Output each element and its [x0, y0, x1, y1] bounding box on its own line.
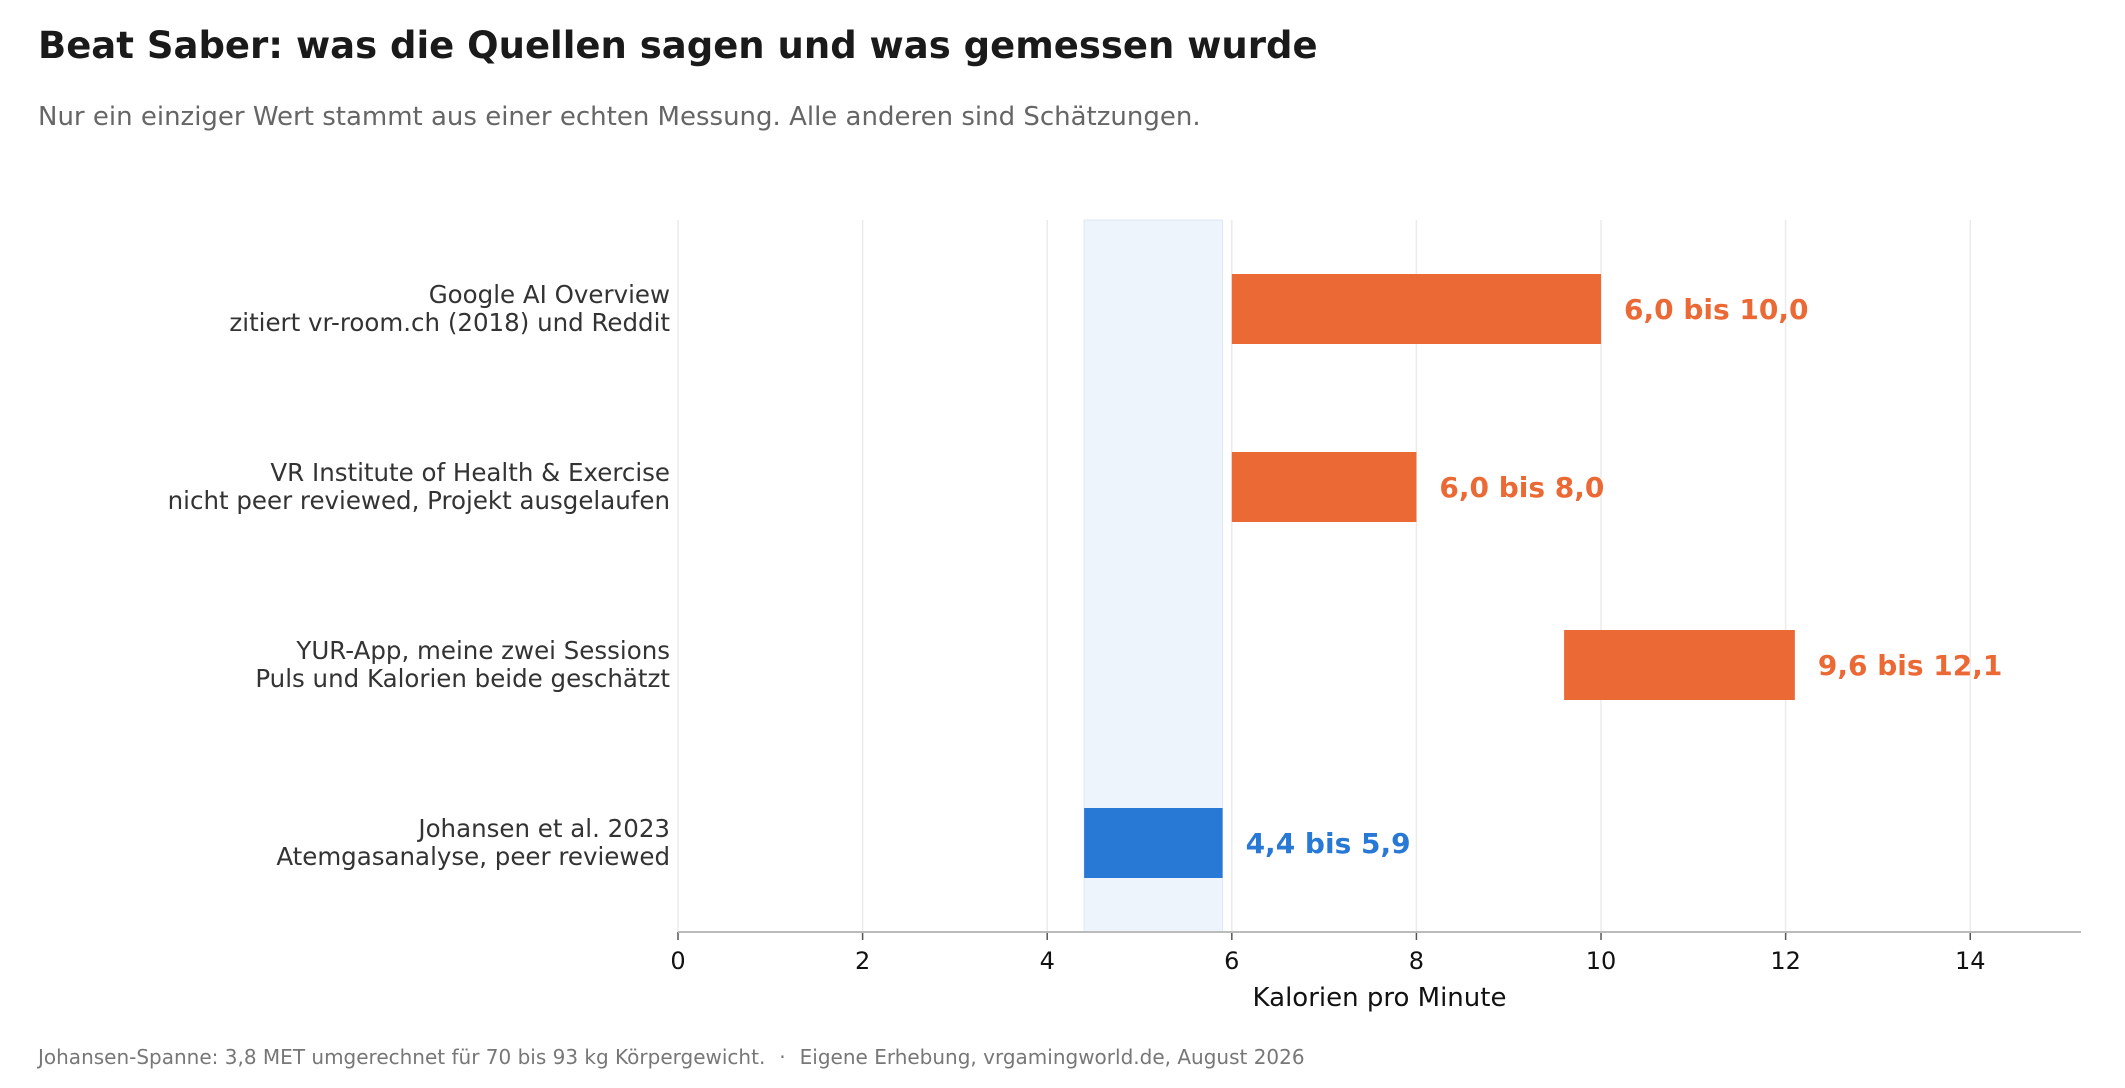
category-label-2-line2: nicht peer reviewed, Projekt ausgelaufen: [168, 486, 670, 515]
x-tick-label-10: 10: [1586, 947, 1617, 975]
range-bar-chart: 0 2 4 6 8 10 12 14 Kalorien pro Minute 6,0 bis 10…: [168, 219, 2081, 1013]
category-label-4-line1: Johansen et al. 2023: [416, 814, 670, 843]
footnote-method: Johansen-Spanne: 3,8 MET umgerechnet für…: [38, 1045, 766, 1069]
category-label-3-line2: Puls und Kalorien beide geschätzt: [255, 664, 670, 693]
value-label-1: 6,0 bis 10,0: [1624, 293, 1809, 326]
x-tick-label-14: 14: [1955, 947, 1986, 975]
value-label-4: 4,4 bis 5,9: [1246, 827, 1411, 860]
x-axis-label: Kalorien pro Minute: [1253, 983, 1507, 1013]
category-label-4-line2: Atemgasanalyse, peer reviewed: [276, 842, 670, 871]
category-label-1-line1: Google AI Overview: [429, 280, 670, 309]
x-tick-label-2: 2: [855, 947, 870, 975]
chart-subtitle: Nur ein einziger Wert stammt aus einer e…: [38, 102, 1201, 132]
category-label-1-line2: zitiert vr-room.ch (2018) und Reddit: [229, 308, 670, 337]
x-tick-label-12: 12: [1770, 947, 1801, 975]
x-tick-label-4: 4: [1040, 947, 1055, 975]
footnote-source: Eigene Erhebung, vrgamingworld.de, Augus…: [799, 1045, 1305, 1069]
value-label-3: 9,6 bis 12,1: [1818, 649, 2003, 682]
footnote: Johansen-Spanne: 3,8 MET umgerechnet für…: [38, 1045, 1305, 1069]
x-tick-label-6: 6: [1224, 947, 1239, 975]
range-bar-2: [1231, 452, 1417, 522]
category-label-3-line1: YUR-App, meine zwei Sessions: [295, 636, 670, 665]
x-tick-label-8: 8: [1409, 947, 1424, 975]
category-label-2-line1: VR Institute of Health & Exercise: [270, 458, 670, 487]
range-bar-1: [1231, 274, 1602, 344]
chart-title: Beat Saber: was die Quellen sagen und wa…: [38, 24, 1318, 67]
range-bar-3: [1564, 630, 1795, 700]
range-bar-4: [1084, 808, 1223, 878]
value-label-2: 6,0 bis 8,0: [1439, 471, 1604, 504]
x-tick-label-0: 0: [670, 947, 685, 975]
footnote-separator: ·: [779, 1045, 786, 1069]
